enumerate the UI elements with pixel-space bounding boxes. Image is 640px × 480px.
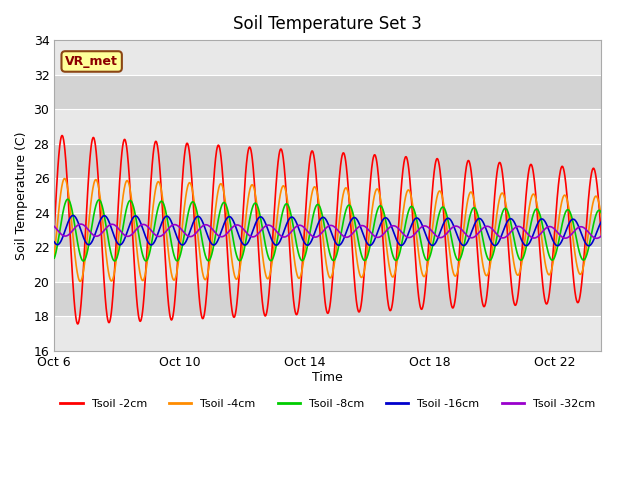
Tsoil -32cm: [142, 222, 150, 228]
Tsoil -2cm: [51, 227, 58, 233]
X-axis label: Time: Time: [312, 372, 343, 384]
Bar: [54, 74, 601, 109]
Tsoil -16cm: [360, 234, 368, 240]
Line: Tsoil -8cm: Tsoil -8cm: [54, 199, 601, 261]
Line: Tsoil -4cm: Tsoil -4cm: [54, 179, 601, 281]
Bar: [54, 282, 601, 316]
Tsoil -16cm: [142, 234, 150, 240]
Tsoil -32cm: [306, 231, 314, 237]
Tsoil -8cm: [64, 196, 72, 202]
Tsoil -8cm: [306, 230, 314, 236]
Tsoil -2cm: [360, 268, 368, 274]
Tsoil -2cm: [74, 321, 82, 327]
Tsoil -32cm: [488, 226, 496, 232]
Y-axis label: Soil Temperature (C): Soil Temperature (C): [15, 131, 28, 260]
Tsoil -2cm: [488, 223, 496, 228]
Tsoil -16cm: [585, 243, 593, 249]
Tsoil -4cm: [51, 252, 58, 258]
Tsoil -8cm: [488, 253, 496, 259]
Tsoil -4cm: [142, 267, 150, 273]
Tsoil -4cm: [77, 278, 84, 284]
Tsoil -8cm: [597, 210, 605, 216]
Tsoil -32cm: [152, 232, 159, 238]
Tsoil -4cm: [152, 186, 159, 192]
Tsoil -32cm: [597, 233, 605, 239]
Tsoil -4cm: [306, 203, 314, 209]
Tsoil -8cm: [51, 255, 58, 261]
Tsoil -4cm: [360, 268, 368, 274]
Title: Soil Temperature Set 3: Soil Temperature Set 3: [234, 15, 422, 33]
Text: VR_met: VR_met: [65, 55, 118, 68]
Tsoil -2cm: [152, 138, 159, 144]
Tsoil -2cm: [58, 132, 66, 138]
Tsoil -2cm: [142, 264, 150, 269]
Tsoil -16cm: [51, 239, 58, 245]
Line: Tsoil -32cm: Tsoil -32cm: [54, 224, 601, 238]
Tsoil -16cm: [69, 213, 77, 218]
Tsoil -4cm: [597, 214, 605, 219]
Tsoil -8cm: [142, 258, 150, 264]
Tsoil -32cm: [336, 230, 344, 236]
Tsoil -8cm: [79, 258, 87, 264]
Tsoil -16cm: [597, 219, 605, 225]
Line: Tsoil -2cm: Tsoil -2cm: [54, 135, 601, 324]
Line: Tsoil -16cm: Tsoil -16cm: [54, 216, 601, 246]
Bar: [54, 213, 601, 247]
Tsoil -32cm: [593, 235, 600, 241]
Tsoil -16cm: [306, 241, 314, 247]
Tsoil -16cm: [336, 242, 344, 248]
Tsoil -8cm: [360, 258, 368, 264]
Tsoil -8cm: [337, 236, 344, 241]
Tsoil -2cm: [597, 232, 605, 238]
Legend: Tsoil -2cm, Tsoil -4cm, Tsoil -8cm, Tsoil -16cm, Tsoil -32cm: Tsoil -2cm, Tsoil -4cm, Tsoil -8cm, Tsoi…: [56, 395, 600, 414]
Tsoil -32cm: [360, 223, 368, 229]
Tsoil -2cm: [306, 156, 314, 162]
Tsoil -32cm: [77, 221, 84, 227]
Tsoil -32cm: [51, 224, 58, 229]
Tsoil -16cm: [488, 240, 496, 246]
Tsoil -16cm: [152, 237, 159, 243]
Tsoil -2cm: [337, 166, 344, 172]
Tsoil -8cm: [152, 216, 159, 222]
Tsoil -4cm: [337, 212, 344, 217]
Bar: [54, 144, 601, 178]
Tsoil -4cm: [488, 247, 496, 252]
Tsoil -4cm: [61, 176, 68, 181]
